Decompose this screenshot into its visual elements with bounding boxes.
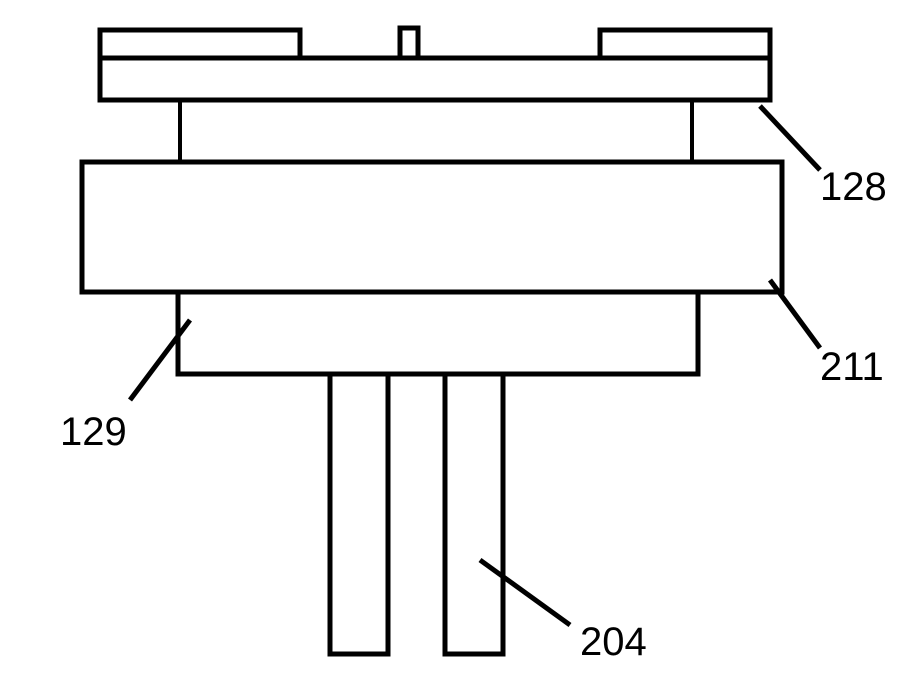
shape-top-small-tab xyxy=(400,28,418,58)
shape-top-plate xyxy=(100,58,770,100)
shape-right-post xyxy=(690,100,694,162)
shape-left-block xyxy=(100,30,300,58)
label-128: 128 xyxy=(820,165,887,209)
mechanical-diagram: 128 211 129 204 xyxy=(0,0,913,693)
leader-211 xyxy=(770,280,820,348)
shape-left-post xyxy=(178,100,182,162)
shape-right-block xyxy=(600,30,770,58)
shape-mid-block xyxy=(82,162,782,292)
label-204: 204 xyxy=(580,620,647,664)
label-211: 211 xyxy=(820,345,884,389)
label-129: 129 xyxy=(60,410,127,454)
shape-lower-block xyxy=(178,292,698,374)
shape-leg-left xyxy=(330,374,388,654)
shape-leg-right xyxy=(445,374,503,654)
